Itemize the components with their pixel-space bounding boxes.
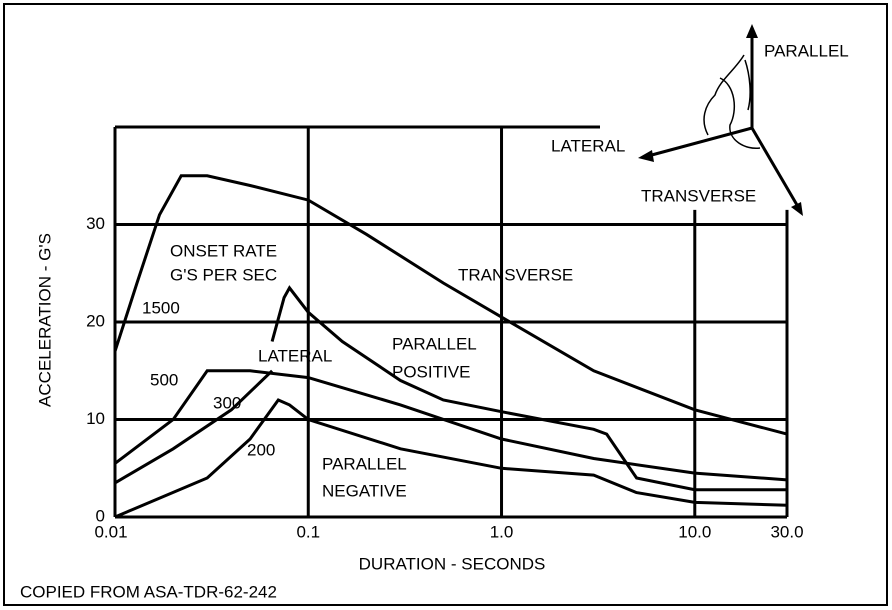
- series-label: 200: [247, 440, 275, 459]
- frame: [4, 4, 887, 605]
- y-tick-label: 30: [86, 214, 105, 233]
- series-label: 500: [150, 370, 178, 389]
- x-tick-label: 1.0: [490, 522, 514, 541]
- figure-label: TRANSVERSE: [641, 186, 756, 205]
- series-label: 300: [213, 393, 241, 412]
- figure-label: LATERAL: [551, 136, 625, 155]
- y-tick-label: 20: [86, 311, 105, 330]
- chart: DURATION - SECONDS ACCELERATION - G'S CO…: [0, 0, 892, 610]
- annotation: PARALLEL: [322, 454, 407, 473]
- annotation: PARALLEL: [392, 334, 477, 353]
- x-axis-title: DURATION - SECONDS: [359, 554, 546, 573]
- series-label: 1500: [142, 298, 180, 317]
- annotation: NEGATIVE: [322, 481, 407, 500]
- series-label: LATERAL: [258, 346, 332, 365]
- x-tick-label: 10.0: [678, 522, 711, 541]
- curve: [115, 371, 787, 480]
- x-tick-label: 0.01: [94, 522, 127, 541]
- y-axis-title: ACCELERATION - G'S: [35, 233, 54, 407]
- curve: [115, 371, 272, 483]
- note: COPIED FROM ASA-TDR-62-242: [20, 582, 277, 601]
- annotation: G'S PER SEC: [170, 265, 277, 284]
- curve: [115, 400, 787, 517]
- figure-label: PARALLEL: [764, 41, 849, 60]
- annotation: ONSET RATE: [170, 241, 277, 260]
- y-tick-label: 10: [86, 409, 105, 428]
- annotation: TRANSVERSE: [458, 265, 573, 284]
- x-tick-label: 30.0: [770, 522, 803, 541]
- annotation: POSITIVE: [392, 362, 470, 381]
- x-tick-label: 0.1: [296, 522, 320, 541]
